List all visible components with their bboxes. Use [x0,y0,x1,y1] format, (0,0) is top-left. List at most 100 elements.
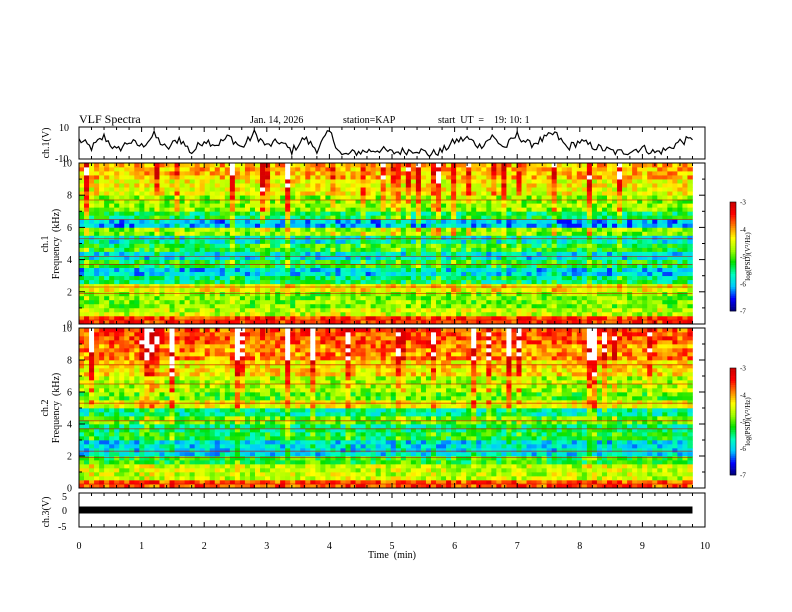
spectrogram-cell [224,223,231,228]
spectrogram-cell [657,311,663,317]
spectrogram-cell [516,251,522,256]
spectrogram-cell [546,315,553,321]
spectrogram-cell [234,263,241,269]
spectrogram-cell [365,239,372,244]
spectrogram-cell [330,215,336,220]
spectrogram-cell [400,227,407,232]
spectrogram-cell [104,239,110,244]
spectrogram-cell [184,243,190,248]
spectrogram-cell [204,171,211,176]
spectrogram-cell [255,287,261,293]
spectrogram-cell [199,271,206,277]
spectrogram-cell [104,311,110,317]
spectrogram-cell [390,203,397,208]
spectrogram-cell [320,267,326,273]
spectrogram-cell [244,195,251,200]
spectrogram-cell [134,175,140,180]
spectrogram-cell [672,307,678,313]
spectrogram-cell [536,255,542,260]
spectrogram-cell [345,255,351,260]
spectrogram-cell [249,215,256,220]
spectrogram-cell [84,251,90,256]
spectrogram-cell [491,175,497,180]
spectrogram-cell [154,311,160,317]
spectrogram-cell [405,315,412,321]
spectrogram-cell [536,219,542,224]
spectrogram-cell [345,267,351,273]
spectrogram-cell [682,207,688,212]
spectrogram-cell [431,227,437,232]
spectrogram-cell [159,195,165,200]
spectrogram-cell [400,191,407,196]
spectrogram-cell [285,171,291,176]
spectrogram-cell [451,215,457,220]
spectrogram-cell [425,283,432,289]
spectrogram-cell [405,259,412,264]
spectrogram-cell [179,219,185,224]
spectrogram-cell [244,267,251,273]
spectrogram-cell [365,179,372,184]
spectrogram-cell [491,251,497,256]
spectrogram-cell [481,287,487,293]
spectrogram-cell [89,307,95,313]
spectrogram-cell [461,275,467,281]
spectrogram-cell [591,283,598,289]
spectrogram-cell [496,167,502,172]
spectrogram-cell [315,211,321,216]
spectrogram-cell [214,307,221,313]
spectrogram-cell [149,203,155,208]
spectrogram-cell [526,315,532,321]
spectrogram-cell [662,179,668,184]
spectrogram-cell [89,179,95,184]
spectrogram-cell [561,263,568,269]
spectrogram-cell [415,199,422,204]
spectrogram-cell [521,291,527,297]
spectrogram-cell [451,203,457,208]
spectrogram-cell [546,307,553,313]
spectrogram-cell [310,319,316,325]
spectrogram-cell [491,287,497,293]
spectrogram-cell [380,227,387,232]
spectrogram-cell [144,271,150,277]
spectrogram-cell [612,287,618,293]
spectrogram-cell [345,271,351,277]
spectrogram-cell [516,171,522,176]
spectrogram-cell [456,267,462,273]
spectrogram-cell [340,195,346,200]
spectrogram-cell [536,259,542,264]
spectrogram-cell [350,303,356,309]
spectrogram-cell [224,275,231,281]
spectrogram-cell [234,315,241,321]
spectrogram-cell [410,211,417,216]
spectrogram-cell [285,219,291,224]
spectrogram-cell [451,179,457,184]
spectrogram-cell [481,299,487,305]
spectrogram-cell [154,191,160,196]
spectrogram-cell [451,163,457,168]
spectrogram-cell [335,247,341,252]
spectrogram-cell [219,227,226,232]
spectrogram-cell [471,315,477,321]
spectrogram-cell [310,195,316,200]
spectrogram-cell [506,191,512,196]
spectrogram-cell [229,219,236,224]
spectrogram-cell [667,207,673,212]
spectrogram-cell [270,291,276,297]
spectrogram-cell [129,243,135,248]
spectrogram-cell [345,307,351,313]
spectrogram-cell [134,223,140,228]
spectrogram-cell [249,283,256,289]
spectrogram-cell [466,219,472,224]
spectrogram-cell [551,303,558,309]
spectrogram-cell [466,259,472,264]
spectrogram-cell [607,291,613,297]
spectrogram-cell [596,231,603,236]
spectrogram-cell [682,215,688,220]
spectrogram-cell [591,207,598,212]
spectrogram-cell [260,271,266,277]
spectrogram-cell [601,307,608,313]
spectrogram-cell [229,247,236,252]
spectrogram-cell [400,319,407,325]
spectrogram-cell [566,255,573,260]
spectrogram-cell [395,191,402,196]
